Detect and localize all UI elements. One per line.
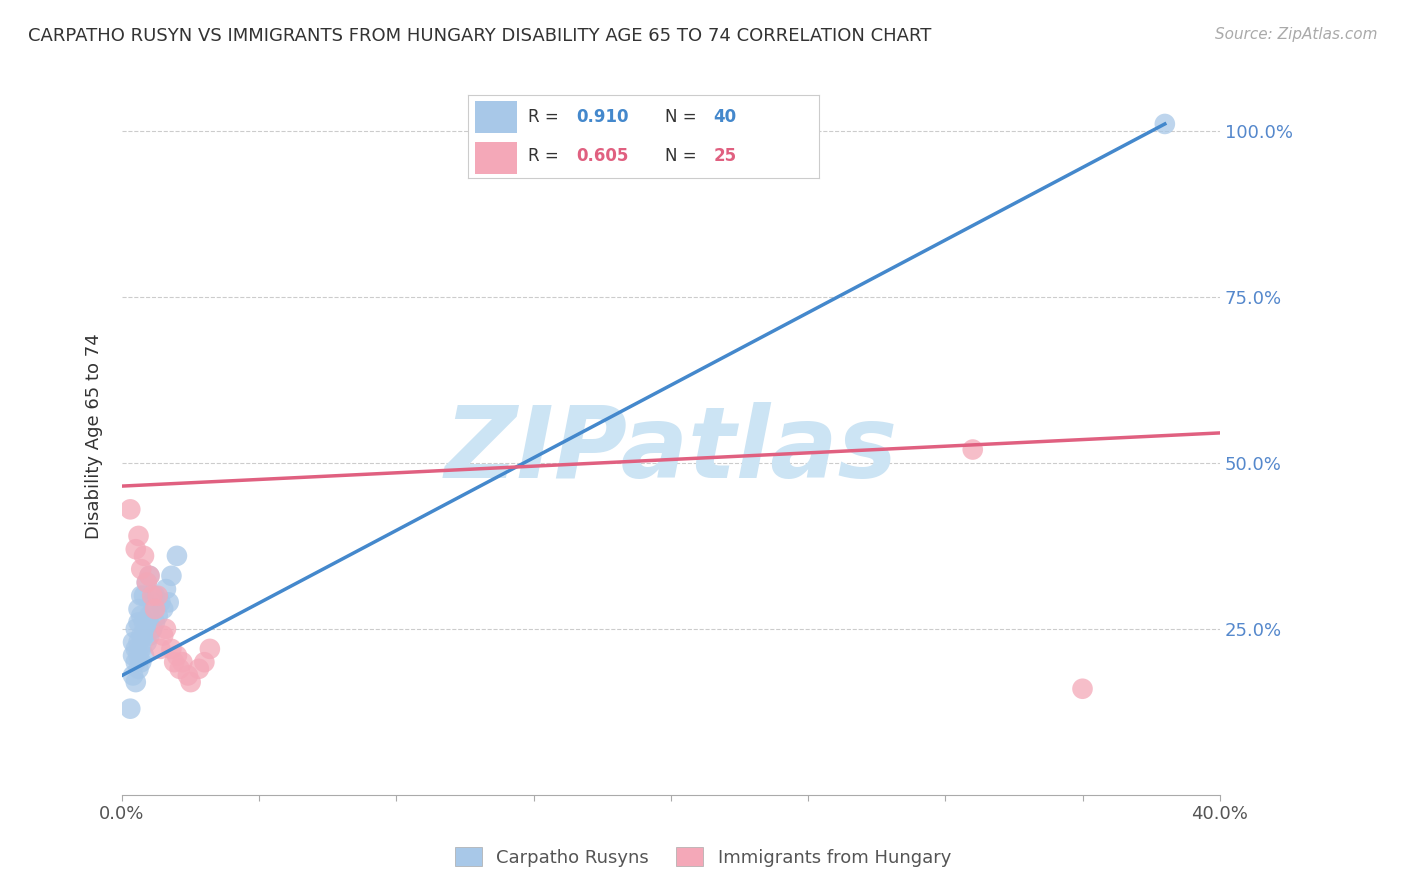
Point <box>129 562 152 576</box>
Point <box>125 655 148 669</box>
Point <box>132 589 155 603</box>
Point <box>138 569 160 583</box>
Point <box>132 629 155 643</box>
Point <box>146 608 169 623</box>
Point <box>129 589 152 603</box>
Point <box>157 595 180 609</box>
Point <box>152 602 174 616</box>
Point <box>1071 681 1094 696</box>
Point <box>128 529 150 543</box>
Point <box>138 608 160 623</box>
Point <box>129 655 152 669</box>
Legend: Carpatho Rusyns, Immigrants from Hungary: Carpatho Rusyns, Immigrants from Hungary <box>447 840 959 874</box>
Point <box>122 648 145 663</box>
Point <box>193 655 215 669</box>
Point <box>166 648 188 663</box>
Point <box>125 675 148 690</box>
Point <box>152 629 174 643</box>
Point <box>149 595 172 609</box>
Point <box>122 668 145 682</box>
Point <box>125 542 148 557</box>
Point <box>138 629 160 643</box>
Point <box>125 622 148 636</box>
Point <box>128 662 150 676</box>
Point <box>128 615 150 630</box>
Point <box>160 569 183 583</box>
Text: Source: ZipAtlas.com: Source: ZipAtlas.com <box>1215 27 1378 42</box>
Point <box>132 549 155 563</box>
Point <box>135 615 157 630</box>
Point <box>155 582 177 596</box>
Point <box>163 655 186 669</box>
Point <box>120 701 142 715</box>
Point <box>132 648 155 663</box>
Point <box>169 662 191 676</box>
Point <box>187 662 209 676</box>
Point <box>128 635 150 649</box>
Point <box>129 608 152 623</box>
Point <box>132 615 155 630</box>
Point <box>129 629 152 643</box>
Text: ZIPatlas: ZIPatlas <box>444 402 897 500</box>
Point <box>141 622 163 636</box>
Point <box>135 635 157 649</box>
Point <box>198 641 221 656</box>
Point <box>962 442 984 457</box>
Point <box>129 641 152 656</box>
Point <box>143 589 166 603</box>
Point <box>155 622 177 636</box>
Point <box>120 502 142 516</box>
Point <box>177 668 200 682</box>
Point <box>143 615 166 630</box>
Point <box>1153 117 1175 131</box>
Point <box>122 635 145 649</box>
Point <box>149 641 172 656</box>
Point <box>172 655 194 669</box>
Point <box>166 549 188 563</box>
Point <box>135 575 157 590</box>
Point <box>135 575 157 590</box>
Point <box>125 641 148 656</box>
Text: CARPATHO RUSYN VS IMMIGRANTS FROM HUNGARY DISABILITY AGE 65 TO 74 CORRELATION CH: CARPATHO RUSYN VS IMMIGRANTS FROM HUNGAR… <box>28 27 932 45</box>
Point <box>160 641 183 656</box>
Point <box>143 602 166 616</box>
Point <box>128 602 150 616</box>
Y-axis label: Disability Age 65 to 74: Disability Age 65 to 74 <box>86 334 103 539</box>
Point <box>180 675 202 690</box>
Point <box>141 595 163 609</box>
Point <box>138 569 160 583</box>
Point <box>128 648 150 663</box>
Point <box>146 589 169 603</box>
Point <box>141 589 163 603</box>
